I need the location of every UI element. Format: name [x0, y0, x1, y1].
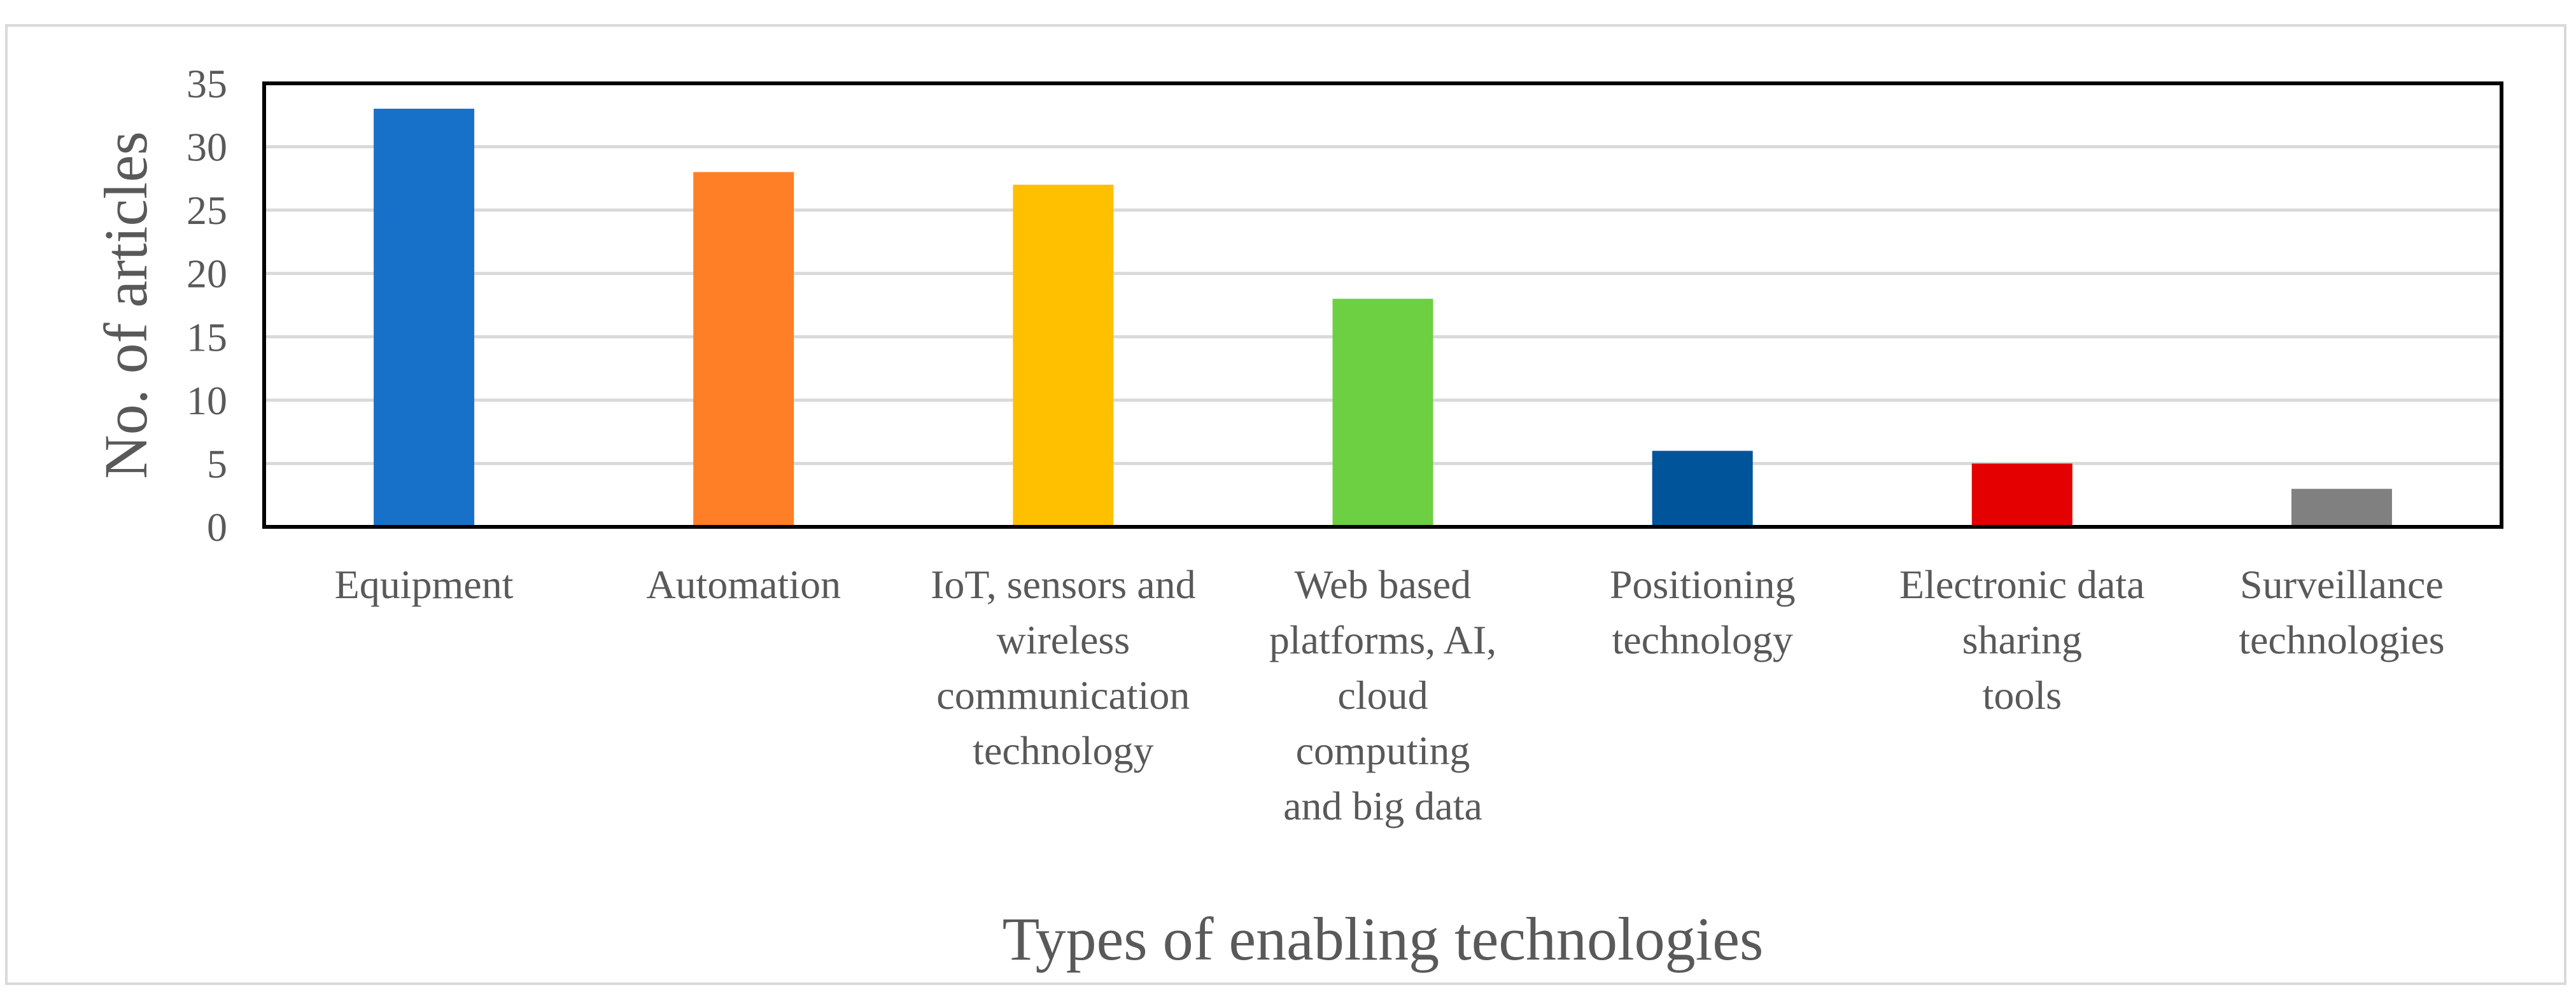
bar-7 [2291, 489, 2392, 527]
y-tick-label-30: 30 [187, 125, 227, 170]
gridlines [264, 145, 2502, 465]
y-axis-title: No. of articles [92, 131, 160, 479]
bar-4 [1332, 298, 1433, 527]
x-category-label-2: Automation [646, 562, 841, 607]
x-category-label-3: IoT, sensors and wireless communication tec… [931, 562, 1196, 773]
plot-area-border [262, 81, 2503, 529]
bars [374, 108, 2392, 527]
x-category-label-1: Equipment [335, 562, 514, 607]
x-category-label-7: Surveillance technologies [2239, 562, 2444, 662]
bar-2 [693, 172, 794, 527]
bar-3 [1013, 185, 1114, 527]
y-tick-label-10: 10 [187, 378, 227, 423]
x-category-label-6: Electronic data sharing tools [1899, 562, 2145, 718]
y-tick-label-25: 25 [187, 188, 227, 233]
bar-1 [374, 108, 475, 527]
bar-5 [1652, 451, 1753, 527]
y-tick-label-20: 20 [187, 251, 227, 297]
y-tick-label-15: 15 [187, 314, 227, 360]
y-tick-label-35: 35 [187, 61, 227, 106]
y-tick-label-0: 0 [207, 505, 227, 550]
y-tick-labels: 0 5 10 15 20 25 30 35 [187, 61, 227, 550]
bar-6 [1971, 463, 2073, 527]
x-category-label-5: Positioning technology [1610, 562, 1796, 662]
y-tick-label-5: 5 [207, 441, 227, 486]
x-category-label-4: Web based platforms, AI, cloud computing and… [1269, 562, 1496, 828]
x-category-labels: Equipment Automation IoT, sensors and wirel… [335, 562, 2445, 828]
x-axis-title: Types of enabling technologies [1003, 905, 1764, 973]
